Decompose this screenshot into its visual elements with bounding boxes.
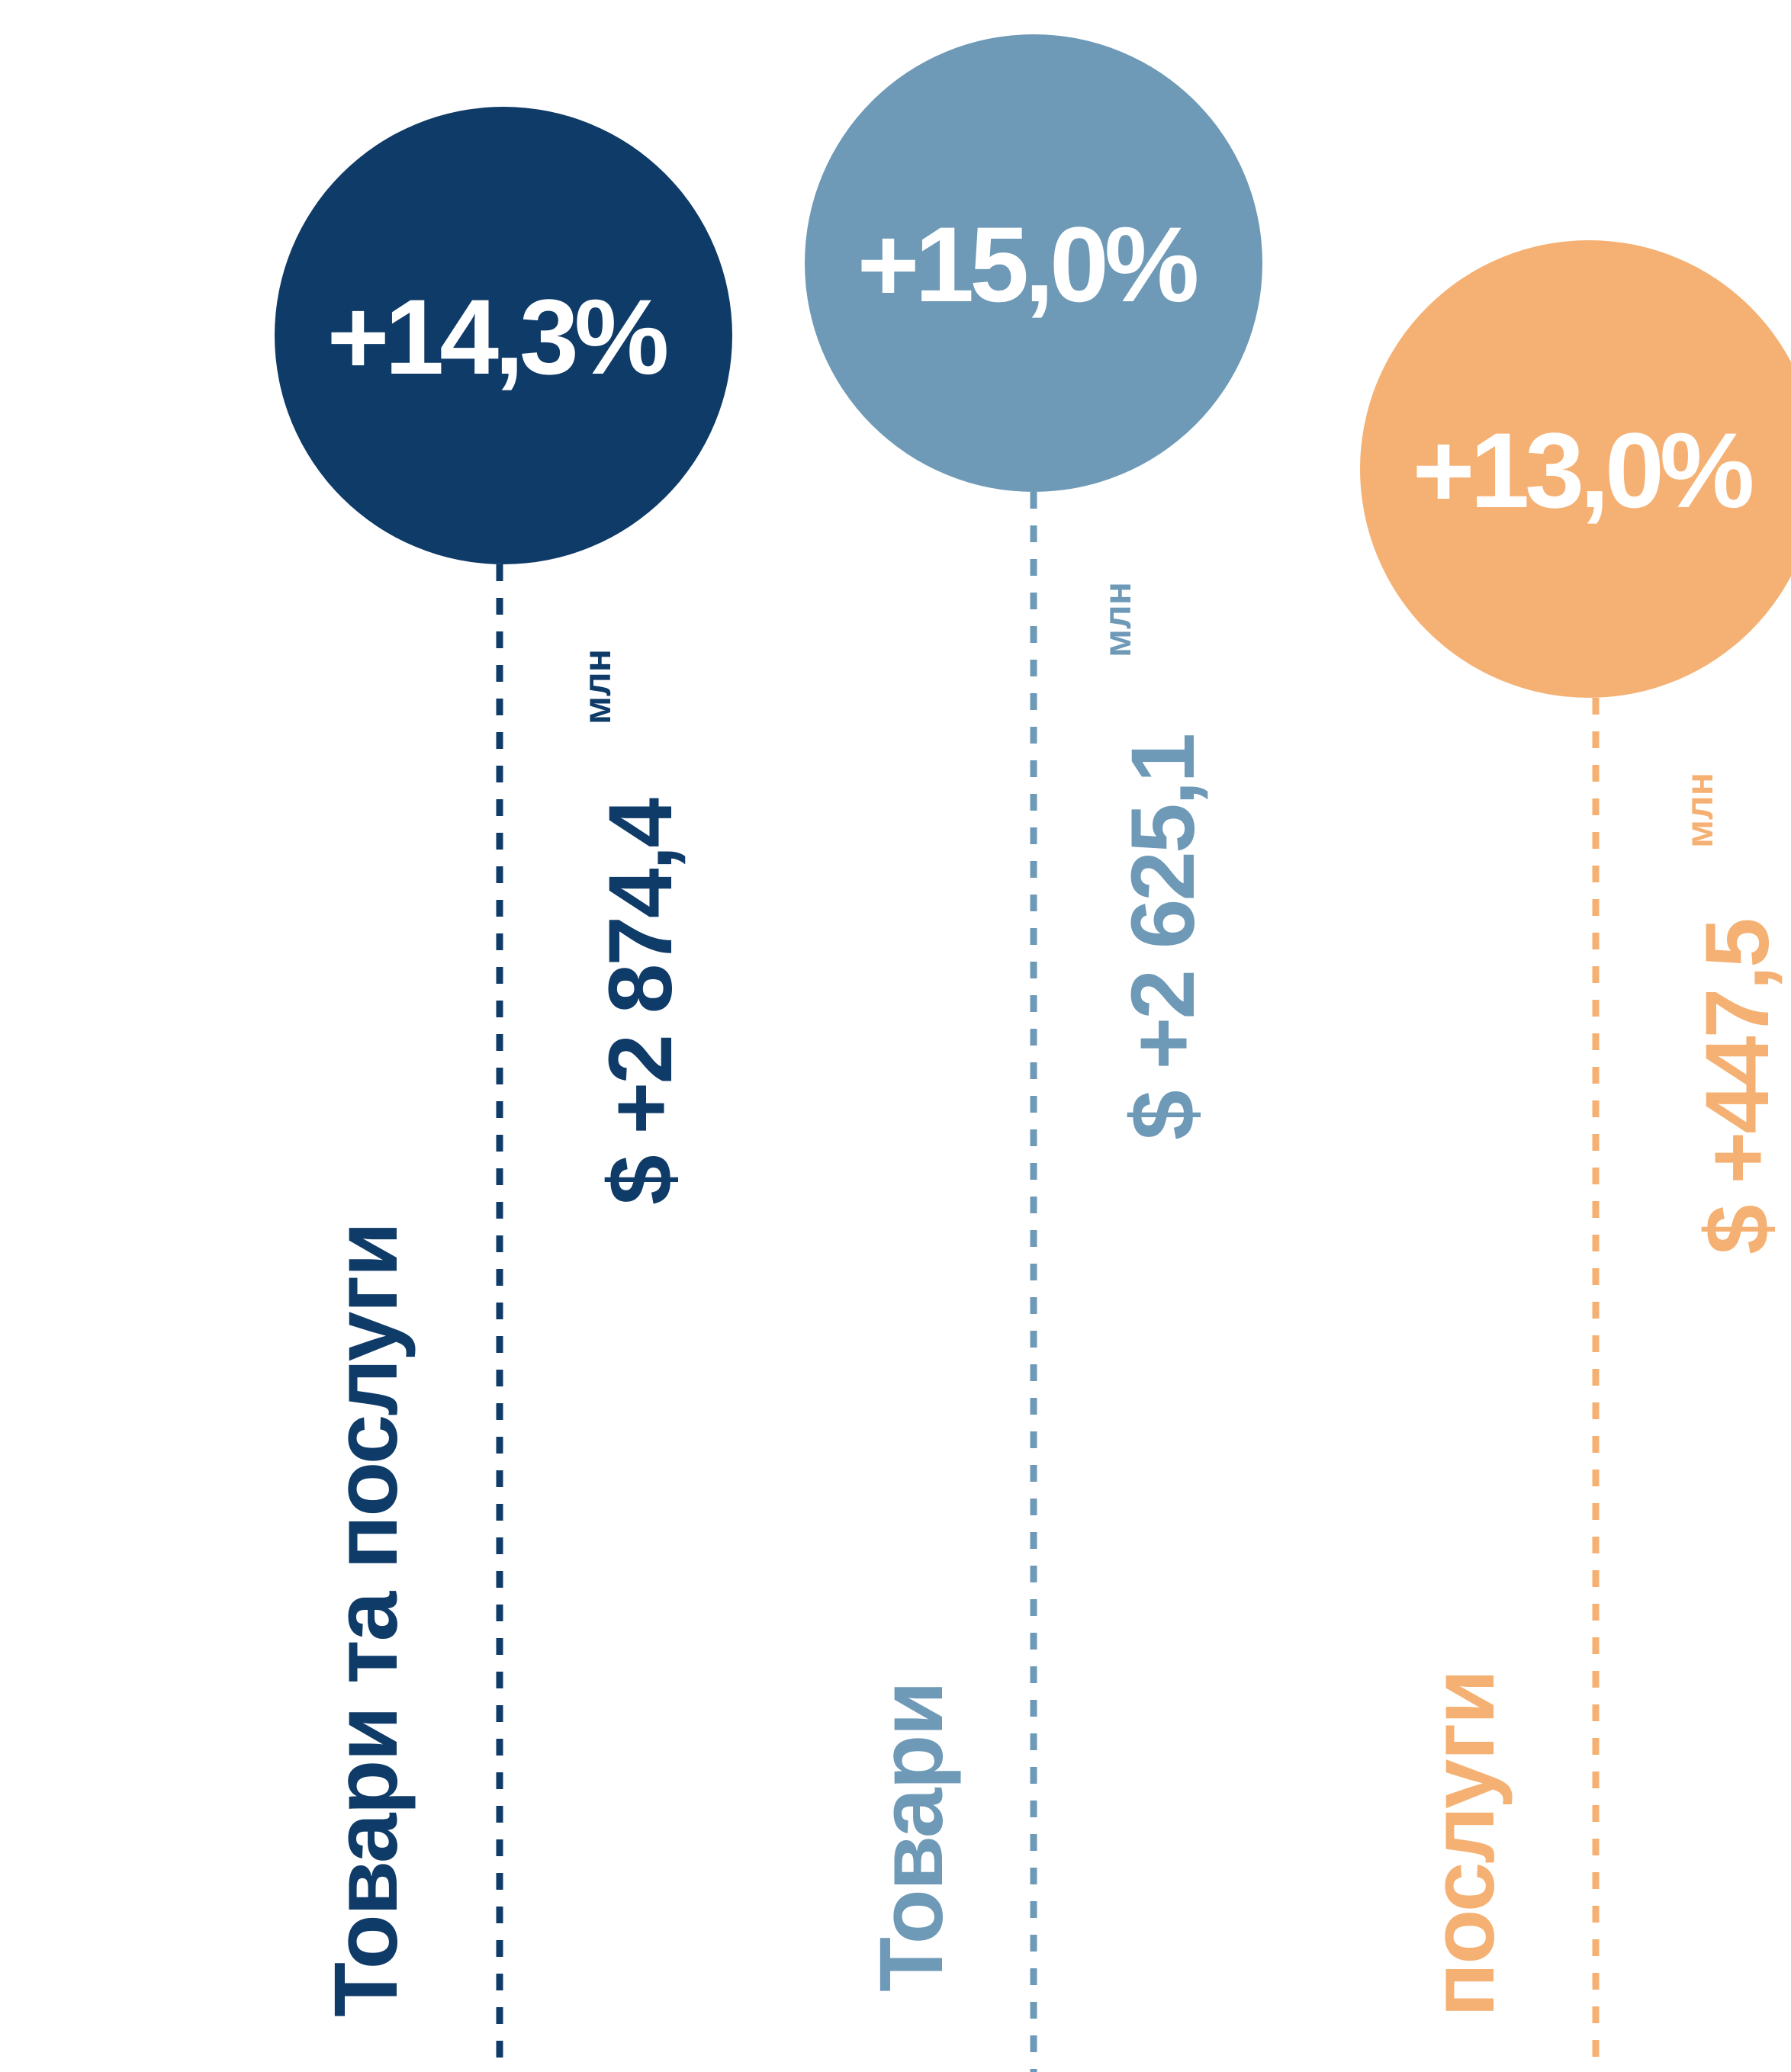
label: послуги [1413, 1671, 1513, 2017]
percent: +15,0% [857, 204, 1197, 324]
unit: млн [1678, 773, 1721, 848]
item: +14,3% $ +2 874,4 млн Товари та послуги [275, 107, 732, 2072]
percent: +13,0% [1413, 410, 1752, 530]
percent: +14,3% [327, 277, 667, 397]
amount: $ +2 874,4 [590, 798, 691, 1205]
item: +15,0% $ +2 625,1 млн Товари [805, 34, 1262, 2072]
label: Товари та послуги [316, 1223, 416, 2017]
amount: $ +447,5 [1687, 920, 1788, 1254]
item: +13,0% $ +447,5 млн послуги [1360, 240, 1791, 2072]
unit: млн [1096, 582, 1139, 657]
circle [275, 107, 732, 564]
circle [1360, 240, 1791, 698]
unit: млн [576, 649, 619, 724]
circle [805, 34, 1262, 492]
amount: $ +2 625,1 [1113, 735, 1214, 1140]
label: Товари [861, 1682, 962, 1992]
